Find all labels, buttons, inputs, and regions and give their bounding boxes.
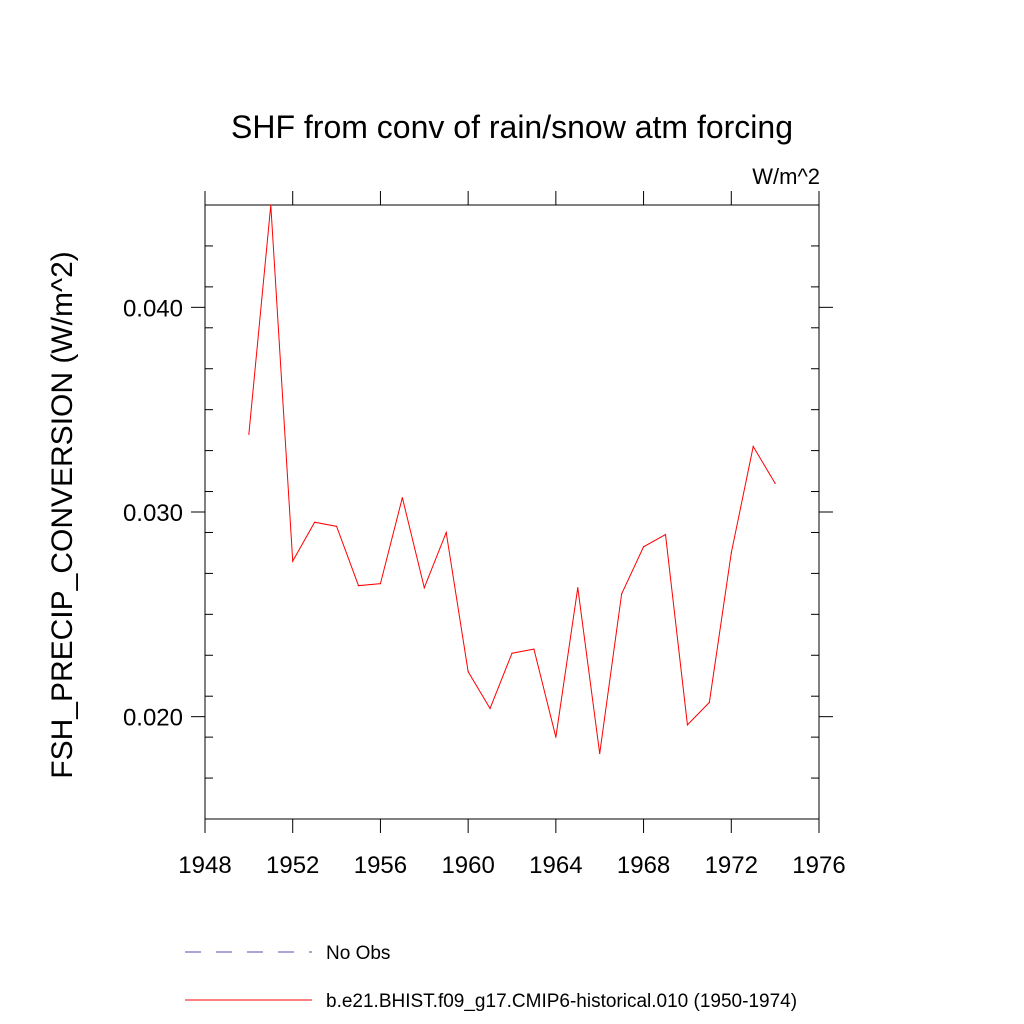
data-point	[357, 585, 360, 587]
x-tick-label: 1972	[705, 852, 758, 879]
data-point	[642, 546, 645, 548]
data-point	[577, 587, 579, 589]
y-tick-label: 0.030	[123, 500, 183, 527]
data-point	[423, 587, 425, 589]
plot-frame	[204, 204, 820, 820]
data-point	[533, 648, 535, 650]
data-point	[708, 701, 710, 703]
y-axis-label: FSH_PRECIP_CONVERSION (W/m^2)	[46, 251, 79, 778]
data-point	[445, 531, 447, 534]
legend: No Obs b.e21.BHIST.f09_g17.CMIP6-historic…	[185, 943, 797, 1012]
data-point	[401, 497, 403, 499]
series-lines	[248, 204, 776, 755]
y-tick-label: 0.020	[123, 705, 183, 732]
data-point	[467, 671, 469, 673]
x-tick-label: 1952	[266, 852, 319, 879]
data-point	[752, 445, 754, 448]
data-point	[555, 736, 557, 738]
data-point	[686, 724, 689, 726]
data-point	[248, 433, 250, 435]
chart-title: SHF from conv of rain/snow atm forcing	[231, 109, 793, 145]
data-point	[292, 560, 294, 562]
data-point	[270, 204, 272, 206]
axis-ticks: 1948 1952 1956 1960 1964 1968 1972 1976 0.020 0.0…	[123, 191, 846, 879]
data-point	[599, 752, 601, 755]
x-tick-label: 1960	[441, 852, 494, 879]
legend-label: No Obs	[326, 943, 390, 964]
data-point	[664, 533, 667, 536]
data-point	[511, 652, 513, 654]
data-point	[314, 521, 316, 523]
units-label: W/m^2	[752, 164, 820, 189]
data-point	[335, 525, 338, 527]
series-line	[248, 204, 776, 754]
data-point	[730, 552, 732, 554]
legend-label: b.e21.BHIST.f09_g17.CMIP6-historical.010…	[326, 991, 797, 1012]
x-tick-label: 1964	[529, 852, 582, 879]
x-tick-label: 1976	[792, 852, 845, 879]
data-point	[489, 707, 491, 710]
data-point	[774, 482, 776, 484]
x-tick-label: 1948	[178, 852, 231, 879]
y-tick-label: 0.040	[123, 295, 183, 322]
data-point	[621, 593, 623, 595]
data-point	[379, 583, 382, 585]
x-tick-label: 1968	[617, 852, 670, 879]
x-tick-label: 1956	[354, 852, 407, 879]
